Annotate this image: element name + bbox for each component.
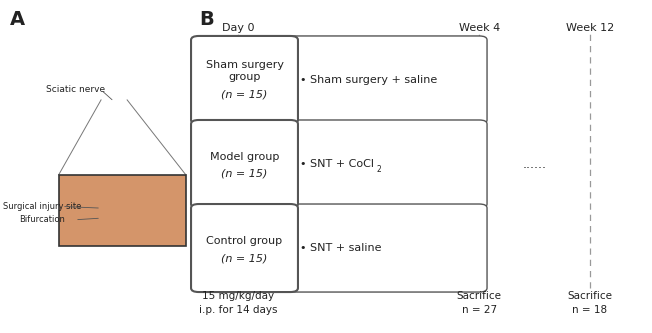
Text: Week 12: Week 12 <box>566 23 614 33</box>
Text: ......: ...... <box>523 158 546 170</box>
Text: group: group <box>228 72 261 82</box>
Text: Sacrifice
n = 27: Sacrifice n = 27 <box>456 291 502 315</box>
Text: (n = 15): (n = 15) <box>221 169 268 179</box>
FancyBboxPatch shape <box>191 120 298 208</box>
Text: Week 4: Week 4 <box>458 23 500 33</box>
FancyBboxPatch shape <box>191 36 298 124</box>
Text: (n = 15): (n = 15) <box>221 253 268 263</box>
Text: • SNT + saline: • SNT + saline <box>300 243 381 253</box>
Text: 15 mg/kg/day
i.p. for 14 days: 15 mg/kg/day i.p. for 14 days <box>199 291 277 315</box>
Text: B: B <box>199 10 214 29</box>
Text: Sacrifice
n = 18: Sacrifice n = 18 <box>567 291 613 315</box>
Text: • SNT + CoCl: • SNT + CoCl <box>300 159 374 169</box>
Text: Sciatic nerve: Sciatic nerve <box>46 85 105 95</box>
Text: (n = 15): (n = 15) <box>221 90 268 100</box>
Text: A: A <box>10 10 25 29</box>
Text: Surgical injury site: Surgical injury site <box>3 202 82 211</box>
Text: Control group: Control group <box>207 236 282 246</box>
Text: Bifurcation: Bifurcation <box>20 215 65 224</box>
FancyBboxPatch shape <box>279 204 487 292</box>
Text: 2: 2 <box>377 166 381 174</box>
FancyBboxPatch shape <box>279 120 487 208</box>
Text: Day 0: Day 0 <box>222 23 254 33</box>
Text: Model group: Model group <box>210 152 279 163</box>
FancyBboxPatch shape <box>59 175 186 246</box>
Text: • Sham surgery + saline: • Sham surgery + saline <box>300 75 437 85</box>
FancyBboxPatch shape <box>279 36 487 124</box>
FancyBboxPatch shape <box>191 204 298 292</box>
Text: Sham surgery: Sham surgery <box>205 60 284 70</box>
